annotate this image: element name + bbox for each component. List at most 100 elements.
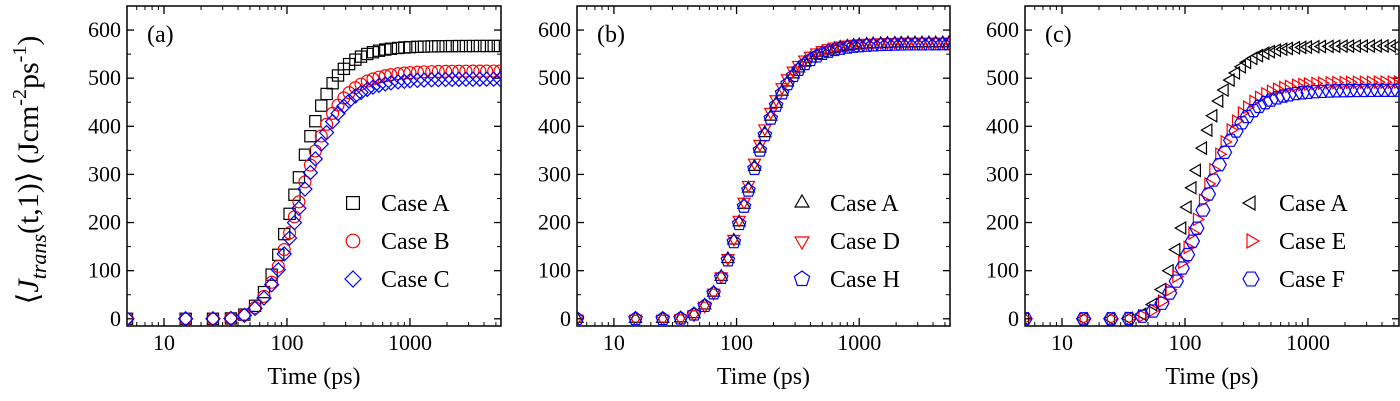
- data-point: [880, 38, 895, 51]
- legend-marker: [346, 196, 361, 211]
- y-axis-title-args: (t,1): [12, 183, 45, 234]
- data-point: [403, 40, 417, 54]
- data-point: [791, 62, 806, 77]
- data-point: [1317, 76, 1331, 91]
- data-point: [731, 216, 747, 231]
- y-tick-label: 200: [88, 210, 121, 235]
- data-point: [1103, 312, 1119, 326]
- data-point: [1284, 79, 1298, 94]
- data-point: [1373, 75, 1387, 90]
- data-point: [396, 73, 413, 90]
- data-point: [1138, 308, 1151, 323]
- data-point: [1376, 38, 1389, 54]
- data-point: [487, 39, 500, 53]
- legend-marker: [793, 270, 811, 287]
- data-point: [1383, 38, 1396, 54]
- legend-marker: [1241, 195, 1256, 211]
- data-point: [713, 269, 729, 284]
- data-point: [1362, 38, 1376, 54]
- data-point: [1153, 282, 1167, 297]
- data-point: [452, 39, 466, 53]
- data-point: [307, 150, 324, 167]
- data-point: [686, 306, 702, 321]
- data-point: [736, 198, 752, 213]
- panel-c: 0 100 200 300 400 500 600 10 100 1000 Time (ps) (c)…: [986, 5, 1400, 390]
- data-point: [402, 72, 418, 89]
- data-point: [1328, 39, 1341, 54]
- y-tick-label: 200: [986, 210, 1019, 235]
- data-point: [887, 36, 903, 51]
- data-point: [473, 39, 487, 53]
- data-point: [1075, 311, 1088, 326]
- data-point: [431, 64, 445, 79]
- y-axis-title-close-paren: ): [12, 36, 45, 46]
- data-point: [697, 298, 713, 313]
- series-case-f: [1025, 83, 1399, 326]
- data-point: [741, 180, 756, 194]
- series-case-a: [127, 39, 501, 325]
- data-point: [1106, 311, 1120, 326]
- data-point: [1222, 72, 1235, 88]
- data-point: [320, 117, 334, 131]
- data-point: [302, 164, 319, 181]
- data-point: [928, 36, 943, 51]
- data-point: [706, 284, 721, 297]
- data-point: [1359, 75, 1373, 90]
- data-point: [1303, 76, 1317, 92]
- legend: Case A Case B Case C: [344, 191, 450, 293]
- data-point: [1287, 40, 1301, 55]
- legend-label: Case E: [1279, 229, 1346, 255]
- data-point: [655, 311, 671, 326]
- data-point: [1366, 75, 1380, 90]
- data-point: [1204, 176, 1217, 191]
- data-point: [377, 76, 394, 92]
- data-point: [223, 310, 239, 326]
- series-case-h: [577, 36, 950, 326]
- data-point: [336, 98, 352, 115]
- data-point: [941, 34, 950, 48]
- data-point: [288, 188, 301, 201]
- data-point: [318, 124, 335, 141]
- data-point: [270, 261, 287, 278]
- data-point: [686, 310, 702, 323]
- legend: Case A Case E Case F: [1241, 191, 1348, 293]
- panel-label: (b): [597, 22, 625, 48]
- data-point: [281, 230, 298, 246]
- data-point: [403, 66, 417, 80]
- data-point: [873, 38, 888, 51]
- data-point: [286, 214, 303, 231]
- data-point: [1341, 39, 1355, 54]
- data-point: [907, 37, 923, 50]
- data-point: [714, 268, 729, 281]
- legend-label: Case F: [1279, 267, 1345, 293]
- x-axis-title: Time (ps): [717, 364, 810, 390]
- data-point: [1102, 311, 1116, 326]
- data-point: [1355, 38, 1368, 54]
- y-tick-label: 600: [88, 17, 121, 42]
- y-axis-title-subscript: trans: [26, 234, 51, 279]
- legend-label: Case A: [830, 191, 899, 217]
- data-point: [224, 311, 238, 325]
- data-point: [353, 84, 369, 101]
- data-point: [292, 195, 306, 209]
- data-point: [1257, 96, 1274, 110]
- data-point: [423, 71, 440, 88]
- data-point: [1233, 59, 1246, 74]
- data-point: [851, 38, 867, 53]
- data-point: [1390, 83, 1399, 97]
- data-point: [1234, 116, 1250, 130]
- y-axis-title-symbol: J: [12, 278, 45, 293]
- data-point: [493, 39, 501, 53]
- y-tick-label: 0: [560, 306, 571, 331]
- data-point: [1345, 75, 1359, 90]
- data-point: [1216, 82, 1229, 98]
- data-point: [921, 37, 936, 50]
- data-point: [1245, 104, 1262, 118]
- data-point: [471, 71, 488, 88]
- data-point: [432, 40, 445, 53]
- data-point: [1227, 65, 1241, 81]
- data-point: [1025, 312, 1033, 326]
- y-tick-label: 400: [986, 113, 1019, 138]
- data-point: [785, 68, 801, 83]
- data-point: [1251, 99, 1267, 114]
